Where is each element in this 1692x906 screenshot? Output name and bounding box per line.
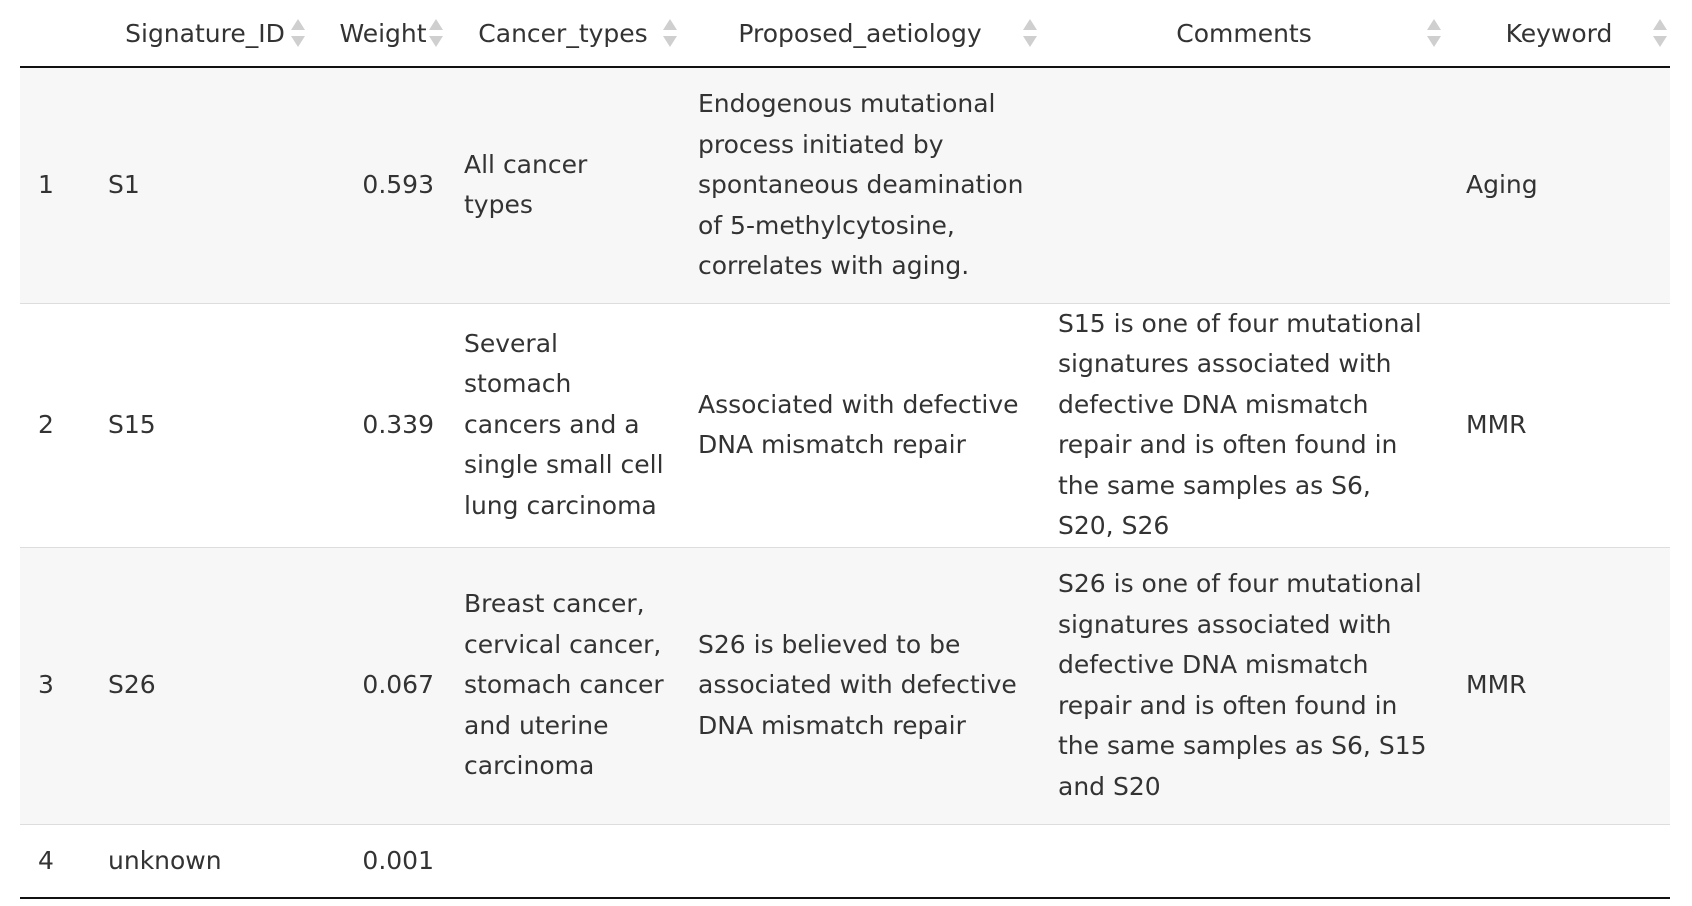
signature-id-cell: S1 — [90, 67, 320, 304]
row-index-cell: 2 — [20, 303, 90, 548]
cancer-types-cell: Several stomach cancers and a single sma… — [446, 303, 680, 548]
column-header-weight[interactable]: Weight — [320, 0, 446, 68]
weight-cell: 0.001 — [320, 824, 446, 899]
table-row: 4 unknown 0.001 — [20, 824, 1670, 899]
row-index-cell: 3 — [20, 547, 90, 825]
signature-table-container: Signature_ID Weight Cancer_types Propose… — [20, 0, 1670, 899]
sort-icon[interactable] — [1426, 18, 1442, 48]
sort-icon[interactable] — [662, 18, 678, 48]
signature-id-cell: unknown — [90, 824, 320, 899]
column-header-label: Weight — [339, 19, 427, 49]
sort-icon[interactable] — [428, 18, 444, 48]
column-header-cancer-types[interactable]: Cancer_types — [446, 0, 680, 68]
cancer-types-cell — [446, 824, 680, 899]
column-header-label: Comments — [1176, 19, 1312, 49]
column-header-signature-id[interactable]: Signature_ID — [90, 0, 320, 68]
table-row: 3 S26 0.067 Breast cancer, cervical canc… — [20, 547, 1670, 825]
proposed-aetiology-cell: S26 is believed to be associated with de… — [680, 547, 1040, 825]
column-header-label: Proposed_aetiology — [738, 19, 982, 49]
keyword-cell: Aging — [1448, 67, 1670, 304]
keyword-cell: MMR — [1448, 547, 1670, 825]
comments-cell — [1040, 67, 1448, 304]
cancer-types-cell: Breast cancer, cervical cancer, stomach … — [446, 547, 680, 825]
sort-icon[interactable] — [290, 18, 306, 48]
table-row: 1 S1 0.593 All cancer types Endogenous m… — [20, 67, 1670, 304]
comments-cell: S15 is one of four mutational signatures… — [1040, 303, 1448, 548]
weight-cell: 0.339 — [320, 303, 446, 548]
proposed-aetiology-cell — [680, 824, 1040, 899]
cancer-types-cell: All cancer types — [446, 67, 680, 304]
signature-id-cell: S26 — [90, 547, 320, 825]
sort-icon[interactable] — [1652, 18, 1668, 48]
weight-cell: 0.593 — [320, 67, 446, 304]
table-row: 2 S15 0.339 Several stomach cancers and … — [20, 303, 1670, 548]
column-header-label: Signature_ID — [125, 19, 285, 49]
column-header-keyword[interactable]: Keyword — [1448, 0, 1670, 68]
header-row: Signature_ID Weight Cancer_types Propose… — [20, 0, 1670, 68]
proposed-aetiology-cell: Endogenous mutational process initiated … — [680, 67, 1040, 304]
column-header-index — [20, 0, 90, 68]
comments-cell — [1040, 824, 1448, 899]
column-header-label: Cancer_types — [478, 19, 648, 49]
column-header-comments[interactable]: Comments — [1040, 0, 1448, 68]
signature-table: Signature_ID Weight Cancer_types Propose… — [20, 0, 1670, 899]
column-header-label: Keyword — [1505, 19, 1613, 49]
table-header: Signature_ID Weight Cancer_types Propose… — [20, 0, 1670, 68]
row-index-cell: 4 — [20, 824, 90, 899]
weight-cell: 0.067 — [320, 547, 446, 825]
sort-icon[interactable] — [1022, 18, 1038, 48]
keyword-cell — [1448, 824, 1670, 899]
comments-cell: S26 is one of four mutational signatures… — [1040, 547, 1448, 825]
signature-id-cell: S15 — [90, 303, 320, 548]
table-body: 1 S1 0.593 All cancer types Endogenous m… — [20, 67, 1670, 899]
keyword-cell: MMR — [1448, 303, 1670, 548]
row-index-cell: 1 — [20, 67, 90, 304]
proposed-aetiology-cell: Associated with defective DNA mismatch r… — [680, 303, 1040, 548]
column-header-proposed-aetiology[interactable]: Proposed_aetiology — [680, 0, 1040, 68]
